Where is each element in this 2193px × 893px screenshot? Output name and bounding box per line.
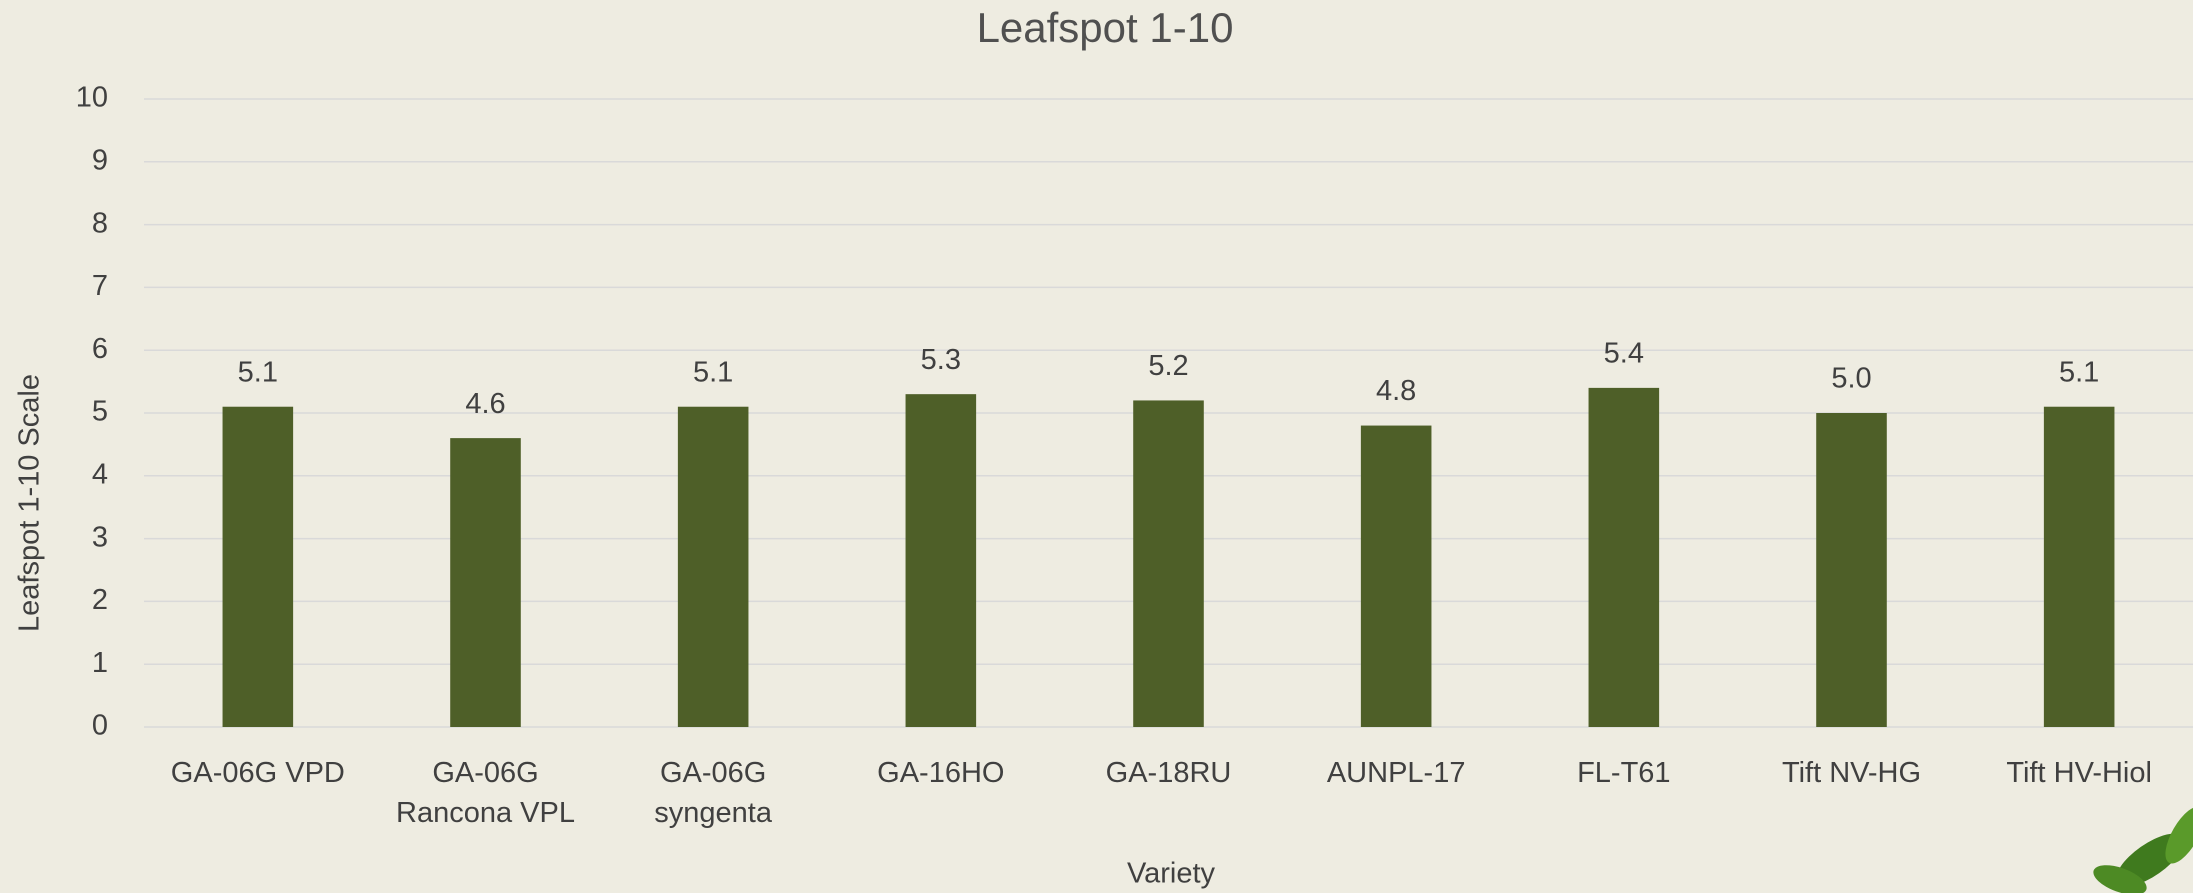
x-tick-label: Tift HV-Hiol [2006, 757, 2152, 789]
bar [222, 406, 294, 727]
x-tick-label: FL-T61 [1577, 757, 1671, 789]
y-tick-label: 0 [92, 710, 108, 742]
x-axis-title: Variety [1127, 858, 1216, 890]
y-tick-label: 4 [92, 458, 108, 490]
y-tick-label: 7 [92, 270, 108, 302]
bar [1133, 400, 1204, 727]
x-tick-label: GA-16HO [877, 757, 1005, 789]
bar [1816, 413, 1887, 727]
y-axis-title: Leafspot 1-10 Scale [14, 374, 46, 632]
data-label: 5.3 [921, 344, 961, 376]
bar [2043, 406, 2115, 727]
data-label: 5.1 [2059, 356, 2099, 388]
x-tick-label: AUNPL-17 [1326, 757, 1466, 789]
y-tick-label: 5 [92, 396, 108, 428]
leaf-decoration [2093, 806, 2193, 893]
x-tick-label: GA-06G VPD [170, 757, 345, 789]
x-tick-label: GA-06G syngenta [654, 757, 772, 829]
y-tick-label: 3 [92, 521, 108, 553]
bar [677, 406, 749, 727]
y-tick-label: 8 [92, 207, 108, 239]
y-tick-label: 2 [92, 584, 108, 616]
bar [450, 438, 521, 727]
data-label: 4.6 [465, 388, 505, 420]
y-tick-label: 10 [76, 82, 108, 114]
x-tick-label: GA-18RU [1105, 757, 1232, 789]
x-tick-label: GA-06G Rancona VPL [396, 757, 575, 829]
data-label: 5.1 [693, 356, 733, 388]
y-tick-label: 9 [92, 144, 108, 176]
bar [1588, 387, 1660, 727]
x-tick-label: Tift NV-HG [1781, 757, 1922, 789]
y-tick-label: 6 [92, 333, 108, 365]
data-label: 5.0 [1831, 363, 1871, 395]
chart-title: Leafspot 1-10 [977, 4, 1234, 51]
bar [1360, 425, 1432, 727]
data-label: 5.4 [1604, 338, 1644, 370]
data-label: 4.8 [1376, 375, 1416, 407]
data-label: 5.2 [1148, 350, 1188, 382]
bar [905, 394, 977, 727]
data-label: 5.1 [238, 356, 278, 388]
y-tick-label: 1 [92, 647, 108, 679]
